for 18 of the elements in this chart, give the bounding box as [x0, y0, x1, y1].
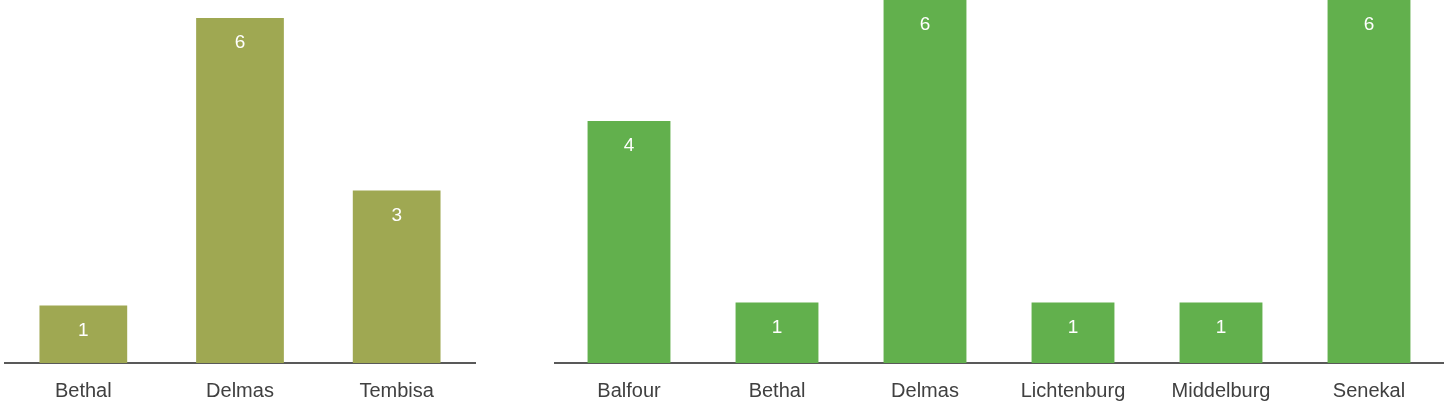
x-tick-label: Middelburg — [1171, 378, 1271, 401]
data-label: 1 — [1215, 315, 1227, 337]
x-tick-label: Lichtenburg — [1020, 378, 1126, 401]
data-label: 4 — [623, 134, 635, 156]
data-label: 1 — [771, 315, 783, 337]
x-tick-label: Tembisa — [359, 378, 435, 401]
x-tick-label: Balfour — [597, 378, 662, 401]
x-tick-label: Bethal — [54, 378, 112, 401]
x-tick-label: Senekal — [1332, 378, 1406, 401]
x-tick-label: Delmas — [206, 378, 274, 401]
x-tick-label: Bethal — [748, 378, 806, 401]
data-label: 6 — [1363, 13, 1375, 35]
data-label: 3 — [391, 203, 402, 225]
data-label: 1 — [78, 318, 89, 340]
x-tick-label: Delmas — [891, 378, 959, 401]
data-label: 1 — [1067, 315, 1079, 337]
data-label: 6 — [234, 31, 246, 53]
data-label: 6 — [919, 13, 931, 35]
